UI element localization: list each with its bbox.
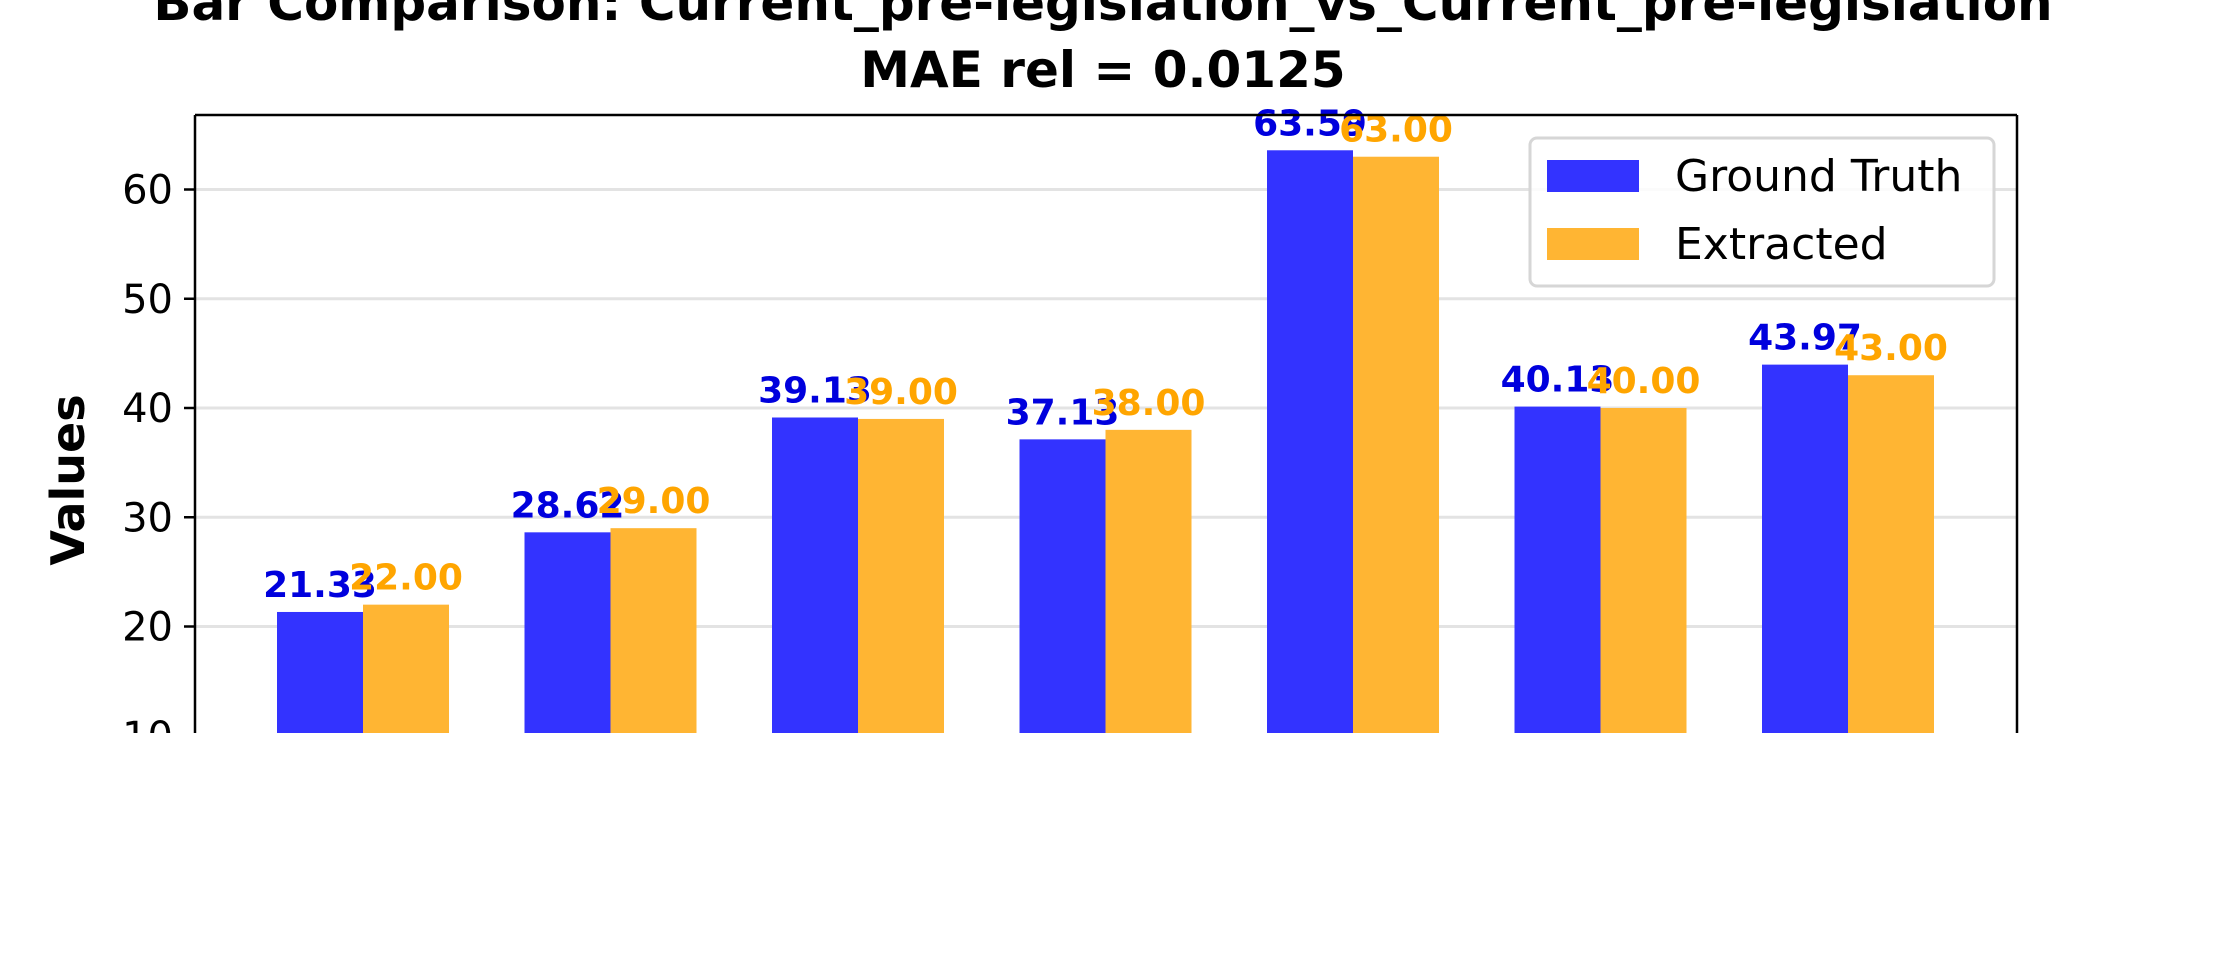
bar-label-extracted: 29.00 xyxy=(597,481,711,522)
bar-extracted xyxy=(1106,430,1192,736)
y-tick-label: 30 xyxy=(122,495,173,541)
legend: Ground Truth Extracted xyxy=(1530,138,1994,286)
bar-extracted xyxy=(1601,408,1687,736)
bar-extracted xyxy=(1848,375,1934,736)
legend-label-extracted: Extracted xyxy=(1675,219,1888,270)
y-tick-label: 20 xyxy=(122,605,173,651)
bar-ground-truth xyxy=(1267,150,1353,735)
bar-ground-truth xyxy=(772,418,858,736)
bar-label-extracted: 40.00 xyxy=(1587,361,1701,402)
y-tick-label: 40 xyxy=(122,386,173,432)
bar-ground-truth xyxy=(1762,365,1848,736)
bar-ground-truth xyxy=(1515,407,1601,736)
chart-title: Bar Comparison: Current_pre-legislation_… xyxy=(153,0,2052,32)
bar-label-extracted: 38.00 xyxy=(1092,383,1206,424)
bar-label-extracted: 22.00 xyxy=(349,558,463,599)
legend-swatch-ground-truth xyxy=(1547,160,1639,192)
legend-swatch-extracted xyxy=(1547,228,1639,260)
bar-extracted xyxy=(1353,157,1439,736)
y-axis-label: Values xyxy=(41,394,95,565)
bar-ground-truth xyxy=(277,612,363,736)
bar-label-extracted: 43.00 xyxy=(1834,328,1948,369)
bar-extracted xyxy=(611,528,697,736)
y-tick-label: 50 xyxy=(122,277,173,323)
bar-ground-truth xyxy=(1020,439,1106,735)
y-tick-label: 60 xyxy=(122,168,173,214)
bar-extracted xyxy=(363,605,449,736)
bar-ground-truth xyxy=(525,532,611,735)
y-axis-ticks: 10 20 30 40 50 60 xyxy=(122,168,195,760)
bar-extracted xyxy=(858,419,944,736)
chart-subtitle: MAE rel = 0.0125 xyxy=(860,41,1345,99)
bar-label-extracted: 39.00 xyxy=(844,372,958,413)
legend-label-ground-truth: Ground Truth xyxy=(1675,151,1962,202)
y-tick-label: 10 xyxy=(122,714,173,760)
